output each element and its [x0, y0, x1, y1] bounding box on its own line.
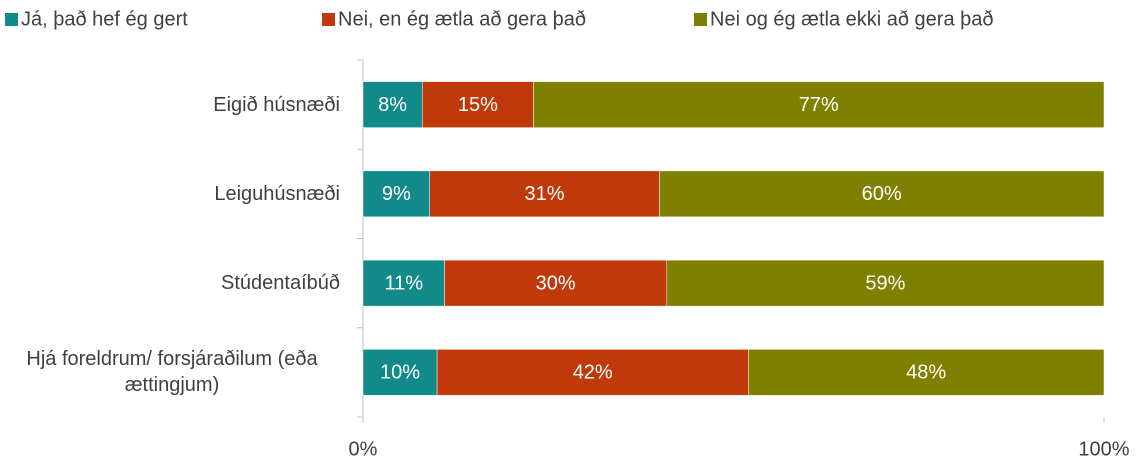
bar-segment [436, 349, 749, 396]
bar-segment [422, 81, 534, 128]
data-label: 15% [458, 94, 498, 116]
category-label: Hjá foreldrum/ forsjáraðilum (eða ætting… [26, 348, 318, 397]
x-tick-label: 100% [1078, 438, 1129, 460]
bar-segment [444, 259, 668, 307]
legend-label: Já, það hef ég gert [21, 8, 188, 30]
category-label: Eigið húsnæði [213, 93, 340, 116]
data-label: 48% [906, 362, 946, 384]
bar-segment [362, 170, 430, 218]
category-label: Stúdentaíbúð [221, 272, 340, 295]
data-label: 30% [536, 272, 576, 294]
legend-label: Nei, en ég ætla að gera það [338, 8, 586, 30]
bar-segment [362, 259, 445, 307]
legend-label: Nei og ég ætla ekki að gera það [710, 8, 994, 30]
data-label: 8% [378, 94, 407, 116]
legend-swatch [322, 13, 335, 26]
bar-segment [362, 81, 423, 128]
data-label: 11% [384, 272, 423, 294]
data-label: 31% [525, 183, 565, 205]
bar-segment [533, 81, 1105, 128]
data-label: 9% [382, 183, 411, 205]
data-label: 42% [573, 362, 613, 384]
bar-segment [362, 349, 438, 396]
x-tick-label: 0% [349, 438, 378, 460]
legend-swatch [5, 13, 18, 26]
legend-swatch [694, 13, 707, 26]
category-label: Leiguhúsnæði [214, 182, 340, 205]
data-label: 60% [862, 183, 902, 205]
bar-segment [429, 170, 660, 218]
data-label: 59% [865, 272, 905, 294]
bar-segment [748, 349, 1105, 396]
data-label: 77% [799, 94, 839, 116]
bar-segment [659, 170, 1105, 218]
data-label: 10% [380, 362, 420, 384]
bar-segment [666, 259, 1105, 307]
